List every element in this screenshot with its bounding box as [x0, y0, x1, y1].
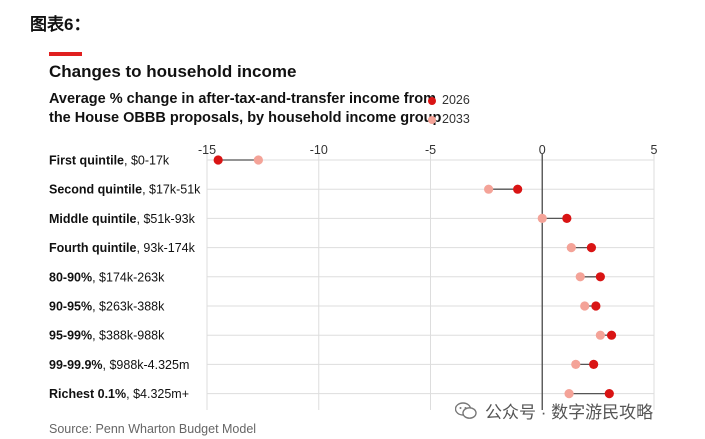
dot-2026-8 — [604, 389, 614, 399]
dot-2033-1 — [484, 184, 494, 194]
dot-2033-6 — [595, 330, 605, 340]
dot-2026-6 — [606, 330, 617, 340]
legend-item-2033: 2033 — [428, 110, 470, 129]
row-label-4: 80-90%, $174k-263k — [49, 270, 165, 284]
row-label-range-1: , $17k-51k — [142, 183, 201, 197]
row-label-range-4: , $174k-263k — [92, 270, 165, 284]
x-tick-label-0: -15 — [198, 143, 216, 157]
row-label-7: 99-99.9%, $988k-4.325m — [49, 358, 189, 372]
row-label-group-8: Richest 0.1% — [49, 387, 126, 401]
row-label-8: Richest 0.1%, $4.325m+ — [49, 387, 189, 401]
row-label-range-8: , $4.325m+ — [126, 387, 189, 401]
row-label-range-0: , $0-17k — [124, 154, 170, 168]
figure-label: 图表6： — [30, 15, 91, 34]
chart-subtitle: Average % change in after-tax-and-transf… — [49, 90, 441, 128]
row-label-2: Middle quintile, $51k-93k — [49, 212, 196, 226]
row-label-group-4: 80-90% — [49, 270, 92, 284]
legend-dot-2033-icon — [428, 115, 436, 124]
dot-2026-5 — [591, 301, 601, 311]
row-label-group-0: First quintile — [49, 154, 124, 168]
dot-2033-2 — [537, 213, 547, 223]
row-label-group-5: 90-95% — [49, 300, 92, 314]
row-label-range-3: , 93k-174k — [136, 241, 195, 255]
dot-2026-1 — [513, 184, 523, 194]
row-label-5: 90-95%, $263k-388k — [49, 300, 165, 314]
subtitle-line-1: Average % change in after-tax-and-transf… — [49, 91, 437, 107]
row-label-group-7: 99-99.9% — [49, 358, 103, 372]
row-label-group-6: 95-99% — [49, 329, 92, 343]
chart-title: Changes to household income — [49, 62, 297, 81]
row-label-group-3: Fourth quintile — [49, 241, 137, 255]
source-note: Source: Penn Wharton Budget Model — [49, 422, 257, 436]
accent-bar — [49, 52, 82, 56]
dot-2033-0 — [253, 155, 264, 165]
row-label-range-2: , $51k-93k — [137, 212, 196, 226]
row-label-range-7: , $988k-4.325m — [103, 358, 190, 372]
dot-2026-3 — [586, 243, 597, 253]
row-label-range-5: , $263k-388k — [92, 300, 165, 314]
dot-2033-4 — [575, 272, 585, 282]
dot-2026-2 — [562, 213, 572, 223]
dot-2033-3 — [566, 243, 576, 253]
watermark: 公众号 · 数字游民攻略 — [455, 398, 653, 423]
legend-label-2033: 2033 — [442, 112, 470, 126]
x-tick-label-1: -10 — [310, 143, 328, 157]
dot-2033-7 — [571, 359, 581, 369]
subtitle-line-2: the House OBBB proposals, by household i… — [49, 110, 442, 126]
dot-2026-0 — [213, 155, 223, 165]
row-label-range-6: , $388k-988k — [92, 329, 165, 343]
watermark-text: 公众号 · 数字游民攻略 — [485, 403, 654, 422]
row-label-3: Fourth quintile, 93k-174k — [49, 241, 196, 255]
legend-item-2026: 2026 — [428, 91, 470, 110]
row-label-group-2: Middle quintile — [49, 212, 137, 226]
dot-2033-5 — [580, 301, 590, 311]
row-label-group-1: Second quintile — [49, 183, 142, 197]
row-label-1: Second quintile, $17k-51k — [49, 183, 201, 197]
x-tick-label-3: 0 — [539, 143, 546, 157]
row-label-6: 95-99%, $388k-988k — [49, 329, 165, 343]
wechat-icon — [455, 401, 477, 419]
dot-2026-7 — [589, 359, 599, 369]
x-tick-label-4: 5 — [651, 143, 658, 157]
dot-2026-4 — [595, 272, 605, 282]
dot-2033-8 — [564, 389, 574, 399]
legend-label-2026: 2026 — [442, 93, 470, 107]
row-label-0: First quintile, $0-17k — [49, 154, 170, 168]
x-tick-label-2: -5 — [425, 143, 436, 157]
legend-dot-2026-icon — [428, 96, 436, 105]
legend: 2026 2033 — [428, 91, 470, 129]
